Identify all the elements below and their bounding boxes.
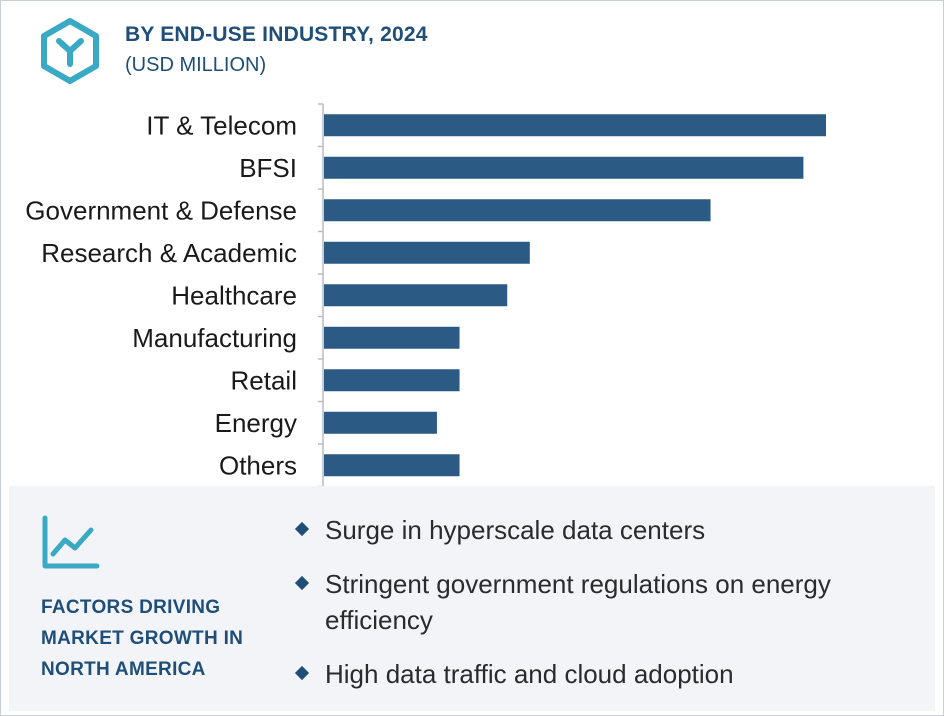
chart-header: BY END-USE INDUSTRY, 2024 (USD MILLION) (1, 1, 944, 101)
factors-title: FACTORS DRIVING MARKET GROWTH IN NORTH A… (41, 592, 291, 685)
category-label: Retail (231, 365, 297, 395)
diamond-bullet-icon (294, 575, 310, 591)
category-label: Government & Defense (25, 195, 297, 225)
factors-title-line: MARKET GROWTH IN (41, 628, 244, 649)
factors-title-line: FACTORS DRIVING (41, 597, 221, 618)
bar (324, 114, 826, 137)
factor-text: Surge in hyperscale data centers (325, 515, 706, 545)
diamond-bullet-icon (294, 665, 310, 681)
diamond-bullet-icon (294, 521, 310, 537)
bar (324, 284, 508, 307)
chart-title: BY END-USE INDUSTRY, 2024 (125, 23, 428, 46)
factor-text: High data traffic and cloud adoption (325, 659, 734, 689)
factor-item: High data traffic and cloud adoption (294, 656, 915, 692)
bar (324, 454, 460, 477)
bar (324, 326, 460, 349)
bar-chart-svg: IT & Telecom BFSI Government & Defense Rese… (25, 103, 826, 493)
category-label: IT & Telecom (146, 110, 297, 140)
chart-subtitle: (USD MILLION) (125, 54, 267, 76)
bar (324, 369, 460, 392)
bar (324, 241, 530, 264)
category-label: Manufacturing (132, 323, 297, 353)
bar (324, 411, 437, 434)
trend-line-chart-icon (42, 515, 100, 569)
category-label: Healthcare (171, 280, 297, 310)
factors-list: Surge in hyperscale data centers Stringe… (294, 512, 915, 692)
category-label: BFSI (239, 153, 297, 183)
bar-chart: IT & Telecom BFSI Government & Defense Rese… (1, 96, 944, 496)
category-label: Research & Academic (41, 238, 297, 268)
factors-panel: FACTORS DRIVING MARKET GROWTH IN NORTH A… (9, 486, 935, 711)
factor-item: Stringent government regulations on ener… (294, 566, 915, 638)
factors-title-line: NORTH AMERICA (41, 659, 206, 680)
bar (324, 156, 804, 179)
category-label: Others (219, 450, 297, 480)
factor-text: Stringent government regulations on ener… (325, 569, 831, 635)
factor-item: Surge in hyperscale data centers (294, 512, 915, 548)
brand-logo-hexagon-icon (41, 18, 99, 84)
bar (324, 199, 711, 222)
category-label: Energy (215, 408, 297, 438)
